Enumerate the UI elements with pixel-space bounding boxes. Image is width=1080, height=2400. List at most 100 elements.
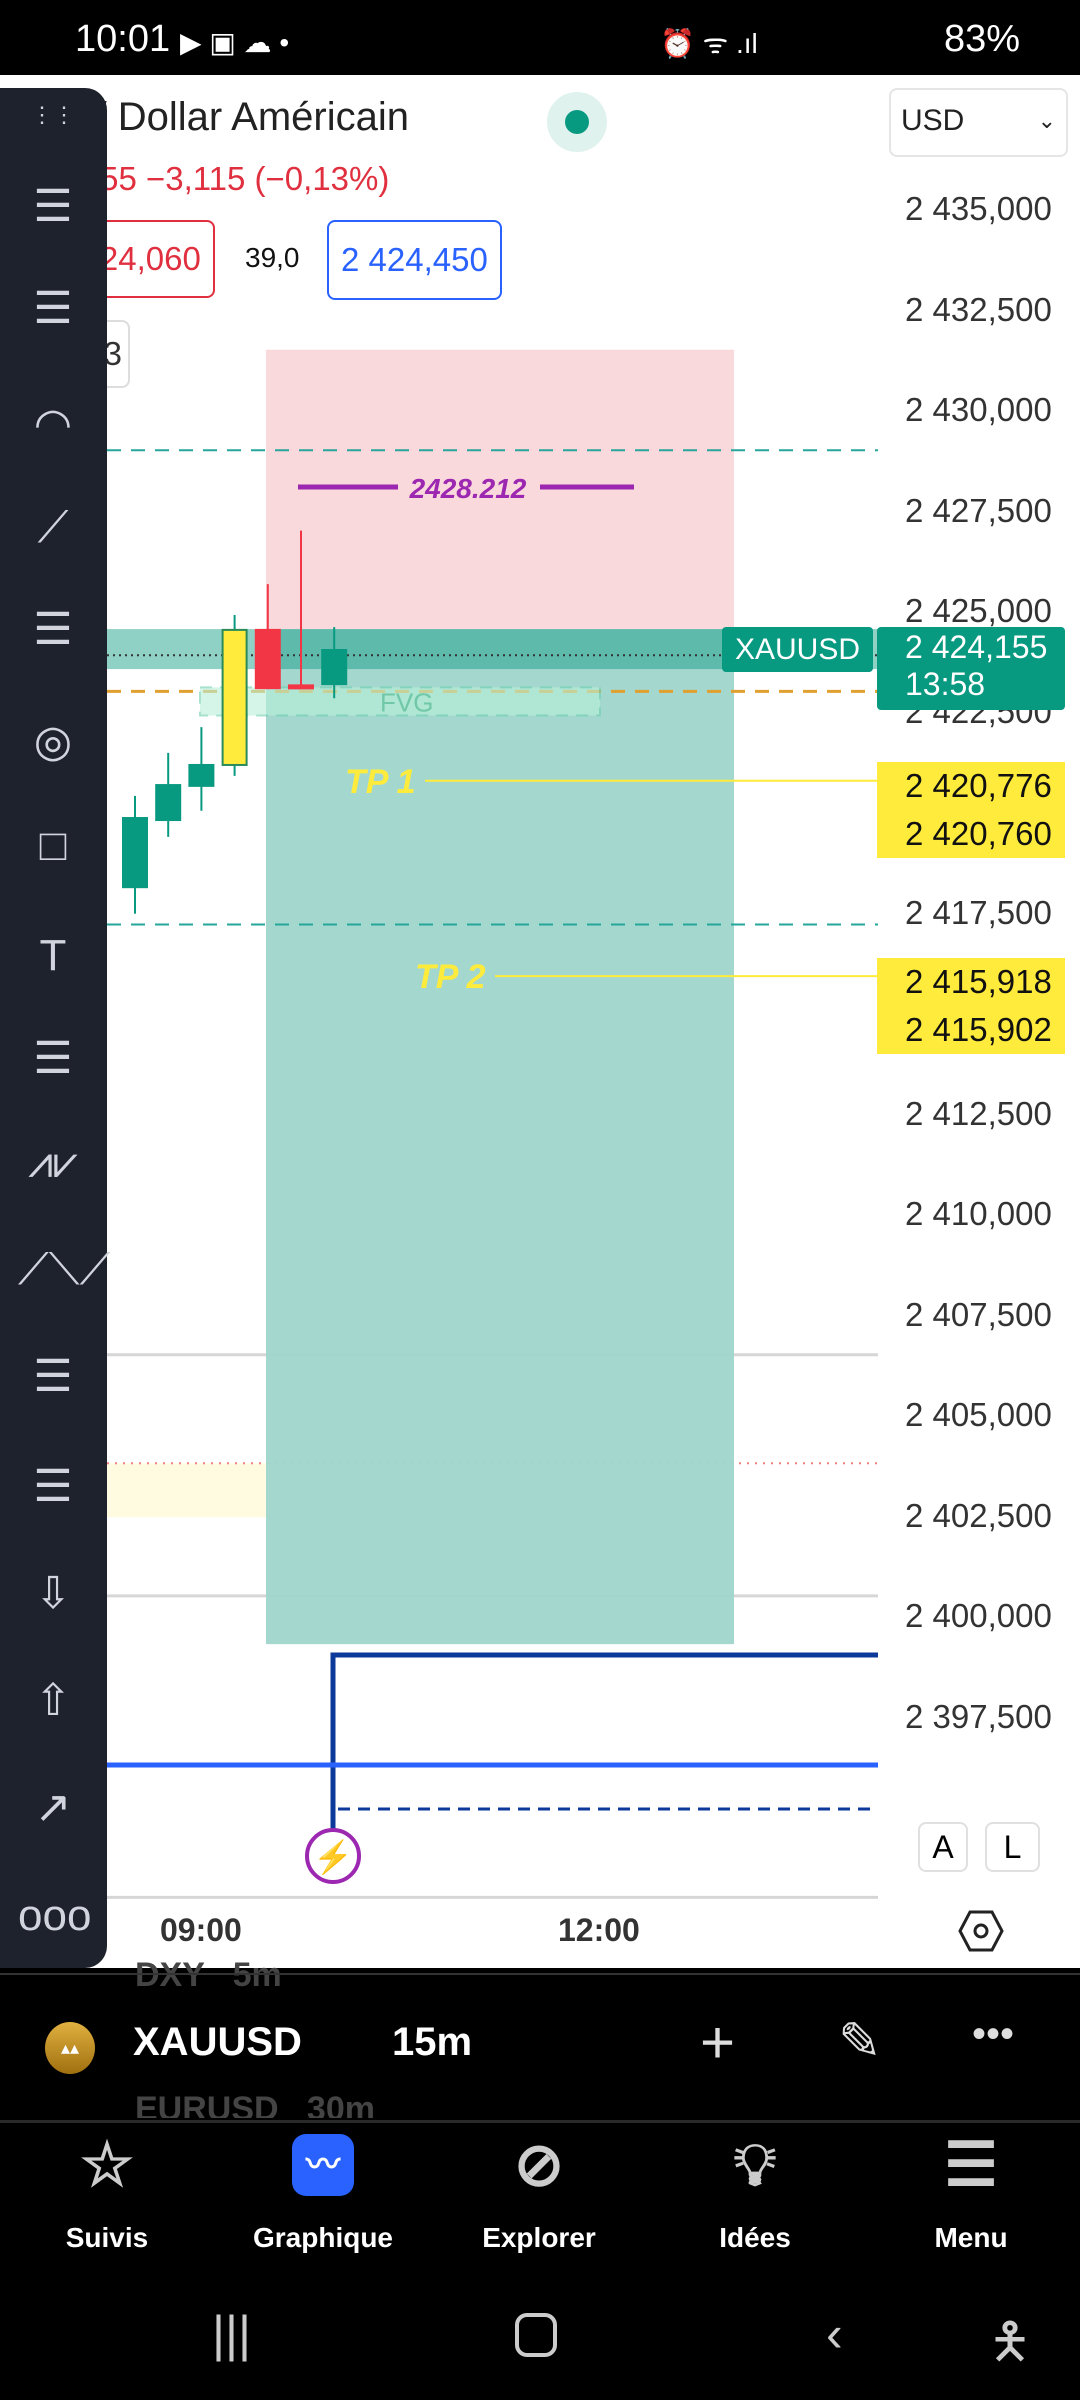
nav-menu[interactable]: ☰ Menu: [891, 2130, 1051, 2254]
star-icon: ☆: [80, 2131, 134, 2198]
last-price: 2 424,155: [905, 629, 1048, 665]
price-axis-label: 2 430,000: [905, 391, 1052, 428]
status-time: 10:01: [75, 18, 171, 60]
fvg-box: [199, 686, 601, 717]
auto-scale-button[interactable]: A: [918, 1822, 968, 1872]
price-axis-label: 2 432,500: [905, 290, 1052, 328]
notification-icons: ▶ ▣ ☁ •: [180, 27, 290, 58]
gold-symbol-icon: ▴▴: [45, 2022, 95, 2074]
chart-icon: 〰: [292, 2134, 354, 2196]
purple-level-label: 2428.212: [409, 473, 527, 504]
candle: [254, 628, 281, 690]
nav-idées[interactable]: 💡︎ Idées: [675, 2130, 835, 2254]
price-axis-label: 2 410,000: [905, 1195, 1052, 1232]
back-icon[interactable]: ‹: [826, 2306, 843, 2362]
candle: [188, 763, 215, 787]
horizontal-lines-icon[interactable]: ☰: [33, 182, 73, 231]
recent-apps-icon[interactable]: |||: [212, 2306, 251, 2362]
price-axis-label: 2 400,000: [905, 1597, 1052, 1634]
arrow-down-icon[interactable]: ⇩: [34, 1569, 72, 1618]
arc-icon[interactable]: ◠: [33, 400, 73, 449]
bar-countdown: 13:58: [905, 666, 986, 702]
nav-label: Suivis: [65, 2222, 149, 2253]
session-line: [330, 1652, 878, 1850]
arrow-icon[interactable]: ↗: [34, 1783, 72, 1832]
price-axis-label: 2 407,500: [905, 1295, 1052, 1333]
tp-label: TP 2: [415, 958, 486, 996]
time-label: 12:00: [558, 1912, 640, 1948]
spread: 39,0: [245, 242, 300, 273]
fib-fan-icon[interactable]: ☰: [33, 605, 73, 654]
nav-suivis[interactable]: ☆ Suivis: [27, 2130, 187, 2254]
currency-select[interactable]: USD ⌄: [889, 88, 1068, 157]
drawing-toolbar: ⋮⋮ ☰ ☰ ◠ ⟋ ☰ ◎ □ T ☰ ⩘⩗ ⟋⟍⟋ ☰ ☰ ⇩ ⇧ ↗ ooo: [0, 88, 111, 1968]
symbol-tag: XAUUSD: [722, 627, 873, 672]
system-icons: ⏰ ᯤ .ıl: [660, 28, 758, 59]
tp2-price-label: 2 415,918: [877, 958, 1065, 1006]
take-profit-zone: [266, 629, 734, 1645]
pencil-icon[interactable]: ✎: [838, 2013, 882, 2071]
fib-extension-icon[interactable]: ☰: [33, 1462, 73, 1511]
tp1-price-label-2: 2 420,760: [877, 810, 1065, 858]
trend-line-icon[interactable]: ⟋: [37, 503, 69, 552]
more-tools-icon[interactable]: ooo: [18, 1891, 92, 1940]
price-axis-label: 2 402,500: [905, 1496, 1052, 1534]
last-price-label: 2 424,155 13:58: [877, 627, 1065, 710]
watchlist-prev-row[interactable]: DXY 5m: [135, 1956, 282, 1994]
fvg-label: FVG: [380, 688, 433, 718]
nav-label: Idées: [719, 2222, 791, 2253]
price-axis-label: 2 425,000: [905, 592, 1052, 629]
active-symbol[interactable]: XAUUSD: [133, 2020, 302, 2064]
rectangle-icon[interactable]: □: [39, 821, 67, 870]
nav-graphique[interactable]: 〰 Graphique: [243, 2130, 403, 2254]
candle: [155, 784, 182, 822]
candle: [122, 817, 148, 889]
time-label: 09:00: [160, 1912, 242, 1948]
compass-icon: ⊘: [513, 2131, 565, 2198]
candle: [321, 648, 348, 686]
status-bar: 10:01 ▶ ▣ ☁ • ⏰ ᯤ .ıl 83%: [0, 0, 1080, 75]
tp1-price-label: 2 420,776: [877, 762, 1065, 810]
fib-retracement-icon[interactable]: ☰: [33, 1352, 73, 1401]
price-axis-label: 2 412,500: [905, 1094, 1052, 1132]
price-axis-label: 2 417,500: [905, 893, 1052, 931]
buy-button[interactable]: 2 424,450: [327, 220, 502, 300]
path-icon[interactable]: ⟋⟍⟋: [18, 1245, 111, 1294]
price-axis-label: 2 435,000: [905, 190, 1052, 227]
arrow-up-icon[interactable]: ⇧: [34, 1676, 72, 1725]
log-scale-button[interactable]: L: [985, 1822, 1040, 1872]
more-icon[interactable]: •••: [972, 2012, 1015, 2056]
tp2-price-label-2: 2 415,902: [877, 1006, 1065, 1054]
tp-label: TP 1: [345, 763, 416, 801]
drag-handle-icon[interactable]: ⋮⋮: [31, 102, 75, 127]
elliott-wave-icon[interactable]: ⩘⩗: [28, 1138, 78, 1187]
circle-icon[interactable]: ◎: [33, 717, 73, 766]
nav-label: Graphique: [252, 2222, 393, 2253]
price-axis-label: 2 405,000: [905, 1396, 1052, 1433]
nav-label: Explorer: [482, 2222, 596, 2253]
price-axis-label: 2 397,500: [905, 1697, 1052, 1735]
currency-value: USD: [901, 104, 965, 137]
lightning-icon: ⚡: [313, 1839, 353, 1876]
fib-channel-icon[interactable]: ☰: [33, 284, 73, 333]
chart-settings-icon[interactable]: [958, 1908, 1004, 1954]
menu-icon: ☰: [944, 2131, 998, 2198]
active-interval[interactable]: 15m: [392, 2020, 473, 2064]
price-chart[interactable]: FVG 2428.212 TP 1 TP 2 ⚡: [0, 75, 1080, 1968]
watchlist-next-row[interactable]: EURUSD 30m: [135, 2090, 375, 2118]
market-open-indicator: [547, 92, 607, 152]
price-axis-label: 2 427,500: [905, 491, 1052, 529]
chevron-down-icon: ⌄: [1037, 108, 1056, 133]
add-icon[interactable]: +: [700, 2009, 736, 2076]
home-icon[interactable]: [515, 2313, 557, 2357]
candle: [288, 684, 314, 690]
lightbulb-icon: 💡︎: [734, 2131, 776, 2198]
text-icon[interactable]: T: [39, 931, 67, 980]
buy-price: 2 424,450: [341, 241, 488, 278]
nav-label: Menu: [934, 2222, 1008, 2253]
accessibility-icon[interactable]: 🯅: [988, 2313, 1032, 2369]
ray-icon[interactable]: ☰: [33, 1034, 73, 1083]
nav-explorer[interactable]: ⊘ Explorer: [459, 2130, 619, 2254]
candle: [221, 628, 248, 766]
battery-level: 83%: [943, 18, 1020, 60]
